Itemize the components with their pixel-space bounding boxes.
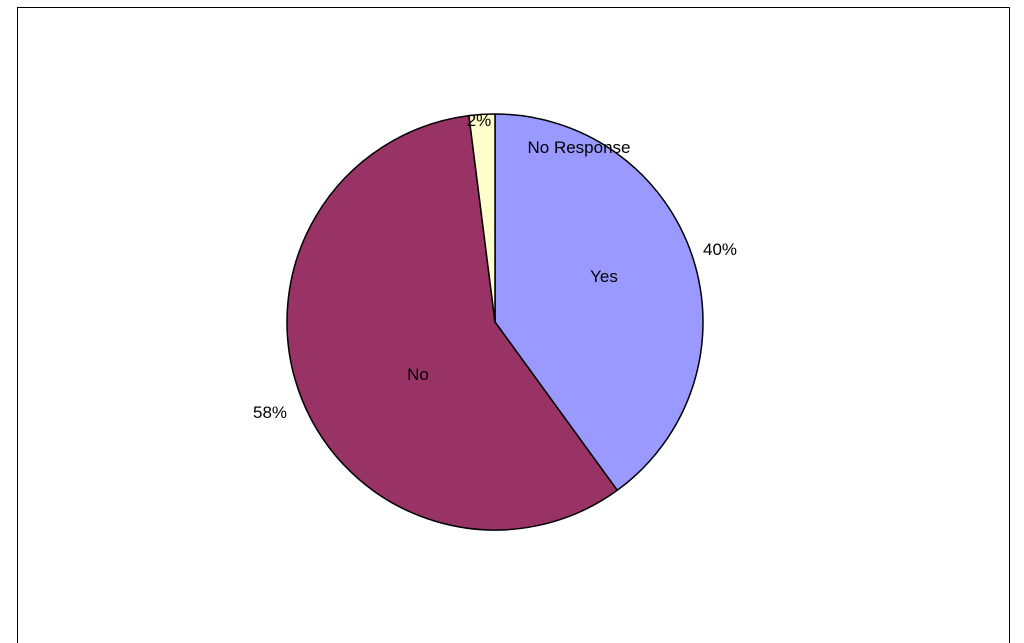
slice-label-no-response: No Response <box>527 138 630 157</box>
slice-pct-no: 58% <box>253 403 287 422</box>
pie-slice-no <box>286 114 619 531</box>
slice-label-no: No <box>407 365 429 384</box>
slice-pct-yes: 40% <box>703 240 737 259</box>
pie-slice-yes <box>494 113 704 492</box>
slice-pct-no-response: 2% <box>467 111 492 130</box>
slice-label-yes: Yes <box>590 267 618 286</box>
pie-slice-no-response <box>468 113 496 323</box>
